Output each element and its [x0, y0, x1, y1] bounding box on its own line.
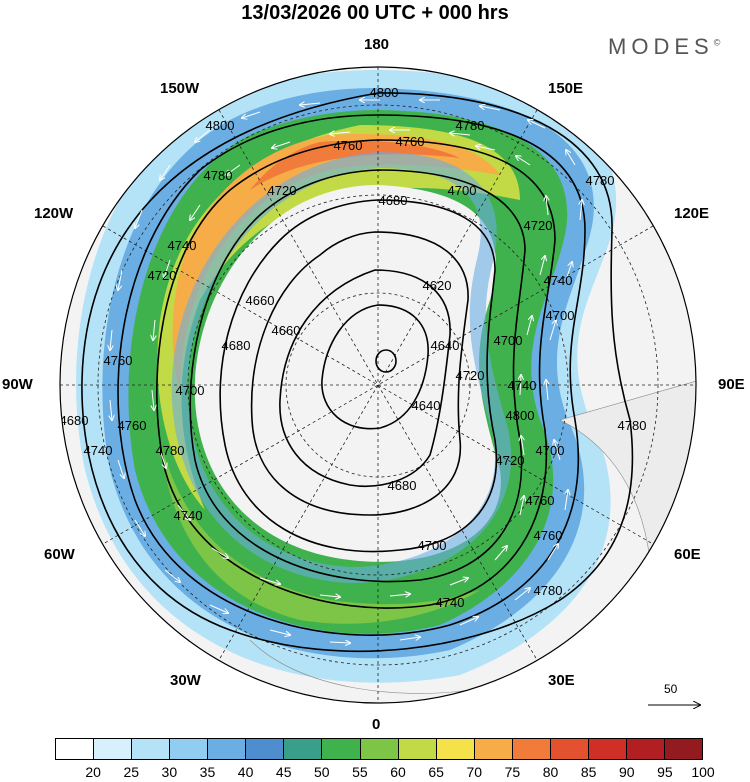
contour-label: 4780 [204, 168, 233, 183]
colorbar-swatch [360, 739, 399, 759]
longitude-label: 30W [170, 672, 201, 689]
longitude-label: 150W [160, 80, 200, 97]
contour-label: 4780 [618, 418, 647, 433]
longitude-label: 60W [44, 546, 75, 563]
contour-label: 4720 [496, 453, 525, 468]
contour-label: 4700 [536, 443, 565, 458]
contour-label: 4700 [448, 183, 477, 198]
colorbar-swatch [246, 739, 285, 759]
colorbar-tick-label: 55 [352, 764, 368, 780]
contour-label: 4700 [418, 538, 447, 553]
longitude-label: 120W [34, 205, 74, 222]
colorbar-tick-label: 60 [390, 764, 406, 780]
contour-label: 4700 [546, 308, 575, 323]
contour-label: 4720 [268, 183, 297, 198]
longitude-label: 120E [674, 205, 710, 222]
colorbar-swatch [665, 739, 703, 759]
contour-label: 4640 [412, 398, 441, 413]
colorbar-swatch [208, 739, 247, 759]
colorbar-tick-label: 40 [237, 764, 254, 780]
contour-label: 4800 [370, 85, 399, 100]
colorbar-tick-label: 35 [199, 764, 216, 780]
longitude-label: 60E [674, 546, 701, 563]
colorbar-swatch [284, 739, 323, 759]
wind-reference-label: 50 [664, 682, 678, 696]
contour-label: 4740 [84, 443, 113, 458]
contour-label: 4720 [524, 218, 553, 233]
contour-label: 4760 [334, 138, 363, 153]
contour-label: 4780 [534, 583, 563, 598]
contour-label: 4760 [104, 353, 133, 368]
contour-label: 4740 [168, 238, 197, 253]
contour-label: 4780 [156, 443, 185, 458]
brand-logo: MODES© [608, 34, 720, 60]
colorbar-swatch [588, 739, 627, 759]
contour-label: 4660 [246, 293, 275, 308]
colorbar [55, 738, 703, 760]
colorbar-swatch [474, 739, 513, 759]
contour-label: 4800 [206, 118, 235, 133]
colorbar-tick-label: 25 [123, 764, 140, 780]
colorbar-tick-label: 95 [657, 764, 673, 780]
contour-label: 4680 [379, 193, 408, 208]
colorbar-tick-label: 70 [466, 764, 483, 780]
contour-label: 4740 [174, 508, 203, 523]
contour-label: 4760 [526, 493, 555, 508]
brand-text: MODES [608, 34, 714, 59]
longitude-label: 90W [2, 376, 33, 393]
map-title: 13/03/2026 00 UTC + 000 hrs [241, 2, 509, 24]
contour-label: 4720 [456, 368, 485, 383]
colorbar-swatch [626, 739, 665, 759]
colorbar-swatch [170, 739, 209, 759]
longitude-label: 180 [364, 36, 390, 53]
colorbar-tick-label: 75 [504, 764, 521, 780]
colorbar-tick-label: 85 [580, 764, 597, 780]
colorbar-tick-label: 65 [428, 764, 444, 780]
colorbar-tick-label: 30 [161, 764, 178, 780]
contour-label: 4740 [436, 595, 465, 610]
contour-label: 4640 [431, 338, 460, 353]
contour-label: 4680 [222, 338, 251, 353]
colorbar-tick-label: 20 [85, 764, 101, 780]
contour-label: 4800 [506, 408, 535, 423]
contour-label: 4760 [534, 528, 563, 543]
contour-label: 4680 [60, 413, 89, 428]
contour-label: 4740 [544, 273, 573, 288]
colorbar-swatch [550, 739, 589, 759]
contour-label: 4700 [494, 333, 523, 348]
contour-label: 4780 [456, 118, 485, 133]
contour-label: 4680 [388, 478, 417, 493]
contour-label: 4740 [508, 378, 537, 393]
colorbar-swatch [512, 739, 551, 759]
contour-label: 4760 [396, 134, 425, 149]
colorbar-swatch [132, 739, 171, 759]
contour-label: 4700 [176, 383, 205, 398]
colorbar-swatch [436, 739, 475, 759]
colorbar-tick-label: 90 [618, 764, 635, 780]
longitude-label: 90E [718, 376, 745, 393]
colorbar-swatch [56, 739, 95, 759]
contour-label: 4660 [272, 323, 301, 338]
longitude-label: 0 [372, 716, 381, 733]
colorbar-tick-label: 80 [542, 764, 559, 780]
contour-label: 4620 [423, 278, 452, 293]
colorbar-swatch [322, 739, 361, 759]
colorbar-tick-label: 45 [275, 764, 292, 780]
colorbar-tick-label: 100 [691, 764, 715, 780]
contour-label: 4720 [148, 268, 177, 283]
brand-mark: © [713, 37, 721, 48]
colorbar-swatch [398, 739, 437, 759]
longitude-label: 150E [548, 80, 584, 97]
polar-map: 4800 4800 4780 4760 4760 4780 4780 4720 … [59, 66, 750, 735]
colorbar-tick-label: 50 [314, 764, 330, 780]
longitude-label: 30E [548, 672, 575, 689]
colorbar-swatch [94, 739, 133, 759]
contour-label: 4780 [586, 173, 615, 188]
contour-label: 4760 [118, 418, 147, 433]
